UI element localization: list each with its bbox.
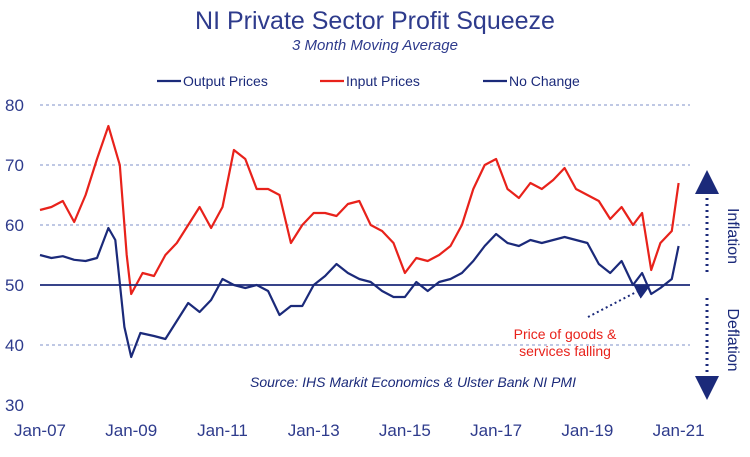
y-tick-70: 70 bbox=[5, 156, 24, 175]
price-falling-arrow bbox=[587, 284, 652, 318]
legend-label-output-prices: Output Prices bbox=[183, 73, 268, 89]
chart-subtitle: 3 Month Moving Average bbox=[292, 37, 458, 54]
x-tick-Jan-21: Jan-21 bbox=[653, 421, 705, 440]
inflation-label: Inflation bbox=[724, 208, 741, 264]
x-tick-Jan-09: Jan-09 bbox=[105, 421, 157, 440]
legend-label-input-prices: Input Prices bbox=[346, 73, 420, 89]
gridlines bbox=[40, 104, 690, 346]
deflation-label: Deflation bbox=[724, 308, 741, 371]
y-tick-80: 80 bbox=[5, 96, 24, 115]
x-tick-Jan-13: Jan-13 bbox=[288, 421, 340, 440]
chart-title: NI Private Sector Profit Squeeze bbox=[195, 7, 555, 35]
x-tick-Jan-11: Jan-11 bbox=[197, 421, 248, 440]
x-tick-Jan-19: Jan-19 bbox=[561, 421, 613, 440]
y-tick-labels: 30 40 50 60 70 80 bbox=[5, 96, 24, 415]
series-input-prices bbox=[39, 124, 680, 296]
series-lines bbox=[39, 124, 690, 359]
source-note: Source: IHS Markit Economics & Ulster Ba… bbox=[250, 374, 576, 390]
x-tick-Jan-17: Jan-17 bbox=[470, 421, 522, 440]
y-tick-50: 50 bbox=[5, 276, 24, 295]
price-falling-annotation-line1: Price of goods & bbox=[514, 326, 617, 342]
series-output-prices bbox=[39, 226, 680, 359]
legend: Output Prices Input Prices No Change bbox=[157, 73, 580, 89]
y-tick-60: 60 bbox=[5, 216, 24, 235]
price-falling-annotation-line2: services falling bbox=[519, 343, 611, 359]
legend-label-no-change: No Change bbox=[509, 73, 580, 89]
x-tick-labels: Jan-07 Jan-09 Jan-11 Jan-13 Jan-15 Jan-17 Jan-… bbox=[14, 421, 705, 440]
y-tick-40: 40 bbox=[5, 336, 24, 355]
x-tick-Jan-07: Jan-07 bbox=[14, 421, 66, 440]
y-tick-30: 30 bbox=[5, 396, 24, 415]
x-tick-Jan-15: Jan-15 bbox=[379, 421, 431, 440]
